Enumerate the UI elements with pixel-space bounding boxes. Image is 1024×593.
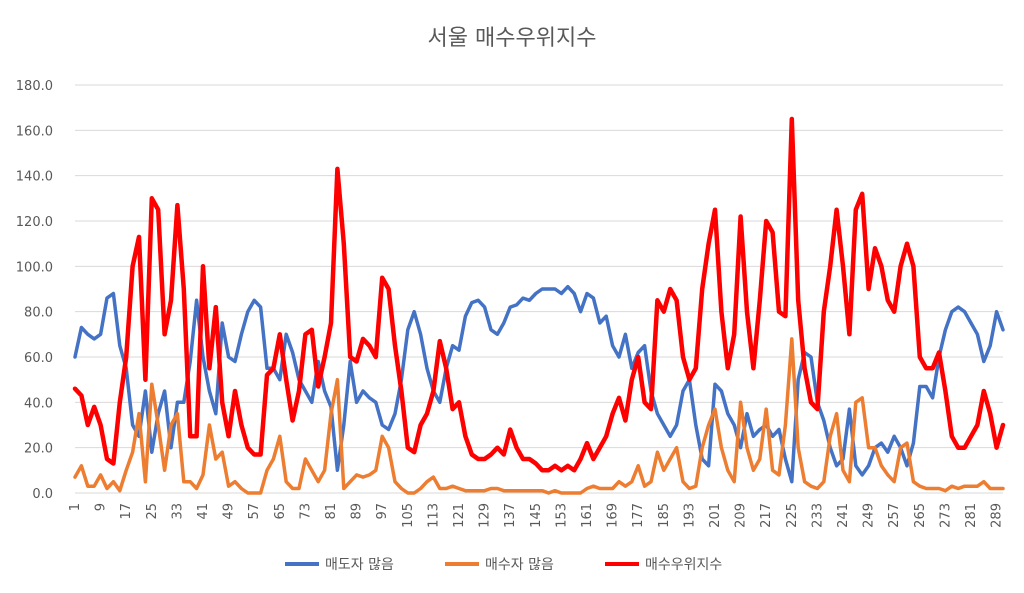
x-tick-label: 241 xyxy=(836,503,851,528)
legend-label: 매도자 많음 xyxy=(325,557,394,573)
x-tick-label: 265 xyxy=(913,503,928,528)
series-line-1 xyxy=(73,284,1005,484)
x-tick-label: 209 xyxy=(734,503,749,528)
x-tick-label: 217 xyxy=(759,503,774,528)
x-tick-label: 137 xyxy=(503,503,518,528)
y-tick-label: 60.0 xyxy=(24,351,53,366)
x-tick-label: 33 xyxy=(170,503,185,520)
x-tick-label: 225 xyxy=(785,503,800,528)
y-axis-ticks: 0.0 20.0 40.0 60.0 80.0 100.0 120.0 140.0 160.0 1… xyxy=(16,79,53,502)
x-tick-label: 57 xyxy=(247,503,262,520)
y-tick-label: 40.0 xyxy=(24,396,53,411)
series-line-3 xyxy=(72,116,1006,473)
x-tick-label: 193 xyxy=(682,503,697,528)
x-tick-label: 257 xyxy=(887,503,902,528)
x-tick-label: 121 xyxy=(452,503,467,528)
legend-label: 매수우위지수 xyxy=(645,557,722,573)
y-tick-label: 100.0 xyxy=(16,260,53,275)
y-tick-label: 120.0 xyxy=(16,215,53,230)
x-tick-label: 97 xyxy=(375,503,390,520)
x-tick-label: 65 xyxy=(273,503,288,520)
y-tick-label: 140.0 xyxy=(16,170,53,185)
x-tick-label: 113 xyxy=(426,503,441,528)
x-axis-ticks: 1 9 17 25 33 41 49 57 65 73 81 89 97 105 113 121 129 137 1… xyxy=(68,503,1005,528)
y-tick-label: 180.0 xyxy=(16,79,53,94)
x-tick-label: 273 xyxy=(938,503,953,528)
legend-label: 매수자 많음 xyxy=(485,557,554,573)
x-tick-label: 169 xyxy=(606,503,621,528)
y-tick-label: 160.0 xyxy=(16,124,53,139)
x-tick-label: 9 xyxy=(94,503,109,511)
x-tick-label: 25 xyxy=(145,503,160,520)
series-lines xyxy=(72,116,1006,495)
chart-title: 서울 매수우위지수 xyxy=(427,26,597,51)
x-tick-label: 105 xyxy=(401,503,416,528)
x-tick-label: 233 xyxy=(810,503,825,528)
x-tick-label: 281 xyxy=(964,503,979,528)
legend: 매도자 많음 매수자 많음 매수우위지수 xyxy=(285,557,722,573)
x-tick-label: 49 xyxy=(222,503,237,520)
x-tick-label: 81 xyxy=(324,503,339,520)
y-tick-label: 20.0 xyxy=(24,442,53,457)
series-line-2 xyxy=(73,337,1005,495)
y-tick-label: 80.0 xyxy=(24,306,53,321)
x-tick-label: 177 xyxy=(631,503,646,528)
x-tick-label: 249 xyxy=(862,503,877,528)
x-tick-label: 153 xyxy=(554,503,569,528)
x-tick-label: 289 xyxy=(990,503,1005,528)
x-tick-label: 89 xyxy=(350,503,365,520)
x-tick-label: 17 xyxy=(119,503,134,520)
x-tick-label: 161 xyxy=(580,503,595,528)
y-tick-label: 0.0 xyxy=(32,487,53,502)
x-tick-label: 41 xyxy=(196,503,211,520)
x-tick-label: 185 xyxy=(657,503,672,528)
x-tick-label: 1 xyxy=(68,503,83,511)
x-tick-label: 129 xyxy=(478,503,493,528)
x-tick-label: 201 xyxy=(708,503,723,528)
x-tick-label: 73 xyxy=(298,503,313,520)
x-tick-label: 145 xyxy=(529,503,544,528)
gridlines xyxy=(75,84,1003,449)
